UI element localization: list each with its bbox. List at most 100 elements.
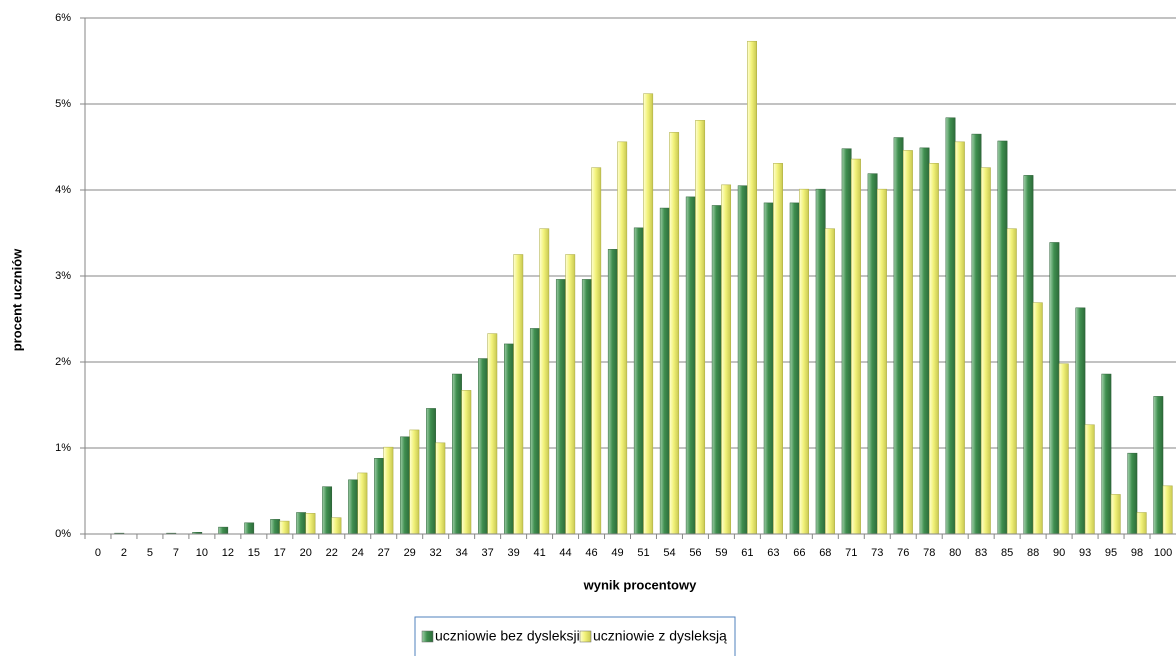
bar [607, 249, 618, 535]
bar [591, 167, 602, 535]
x-tick-label: 56 [689, 547, 701, 559]
bar [919, 147, 930, 535]
x-tick-label: 2 [121, 547, 127, 559]
x-tick-label: 46 [585, 547, 597, 559]
x-tick-label: 22 [326, 547, 338, 559]
x-tick-label: 32 [430, 547, 442, 559]
x-tick-label: 76 [897, 547, 909, 559]
bar [581, 279, 592, 535]
x-tick-label: 73 [871, 547, 883, 559]
bar [1162, 485, 1173, 535]
x-tick-label: 61 [741, 547, 753, 559]
x-tick-label: 27 [378, 547, 390, 559]
bar [877, 188, 887, 535]
x-tick-label: 88 [1027, 547, 1039, 559]
x-tick-label: 68 [819, 547, 831, 559]
bar [711, 205, 722, 535]
bar [435, 442, 446, 535]
bar [695, 120, 706, 535]
bar [1032, 302, 1043, 535]
bar [504, 343, 514, 535]
y-tick-label: 5% [55, 98, 71, 110]
bar [1006, 228, 1017, 535]
y-tick-label: 0% [55, 528, 71, 540]
bar [841, 148, 852, 535]
bar [452, 373, 462, 535]
bar [400, 436, 410, 535]
bar [1127, 452, 1138, 535]
bar [322, 486, 333, 535]
y-tick-label: 4% [55, 184, 71, 196]
x-axis-title: wynik procentowy [583, 577, 697, 592]
bar [1049, 242, 1060, 535]
bar [928, 163, 939, 535]
bar [867, 173, 878, 535]
bar [1136, 512, 1147, 535]
bar [478, 358, 488, 535]
legend-swatch [579, 630, 592, 643]
x-tick-label: 80 [949, 547, 961, 559]
bar [218, 526, 229, 535]
x-tick-label: 12 [222, 547, 234, 559]
x-tick-label: 83 [975, 547, 987, 559]
x-tick-label: 34 [456, 547, 468, 559]
x-tick-label: 95 [1105, 547, 1117, 559]
bar [565, 254, 576, 535]
bar [815, 188, 826, 535]
x-tick-label: 98 [1131, 547, 1143, 559]
bar [1153, 396, 1164, 535]
bar [244, 522, 255, 535]
bar [461, 390, 472, 535]
bar [1023, 175, 1034, 535]
legend-box [414, 616, 736, 656]
bar [763, 202, 774, 535]
bar [296, 512, 307, 535]
bar [539, 228, 550, 535]
bar [279, 520, 290, 535]
x-tick-label: 51 [637, 547, 649, 559]
bar [997, 140, 1008, 535]
bar [617, 141, 628, 535]
bar [789, 202, 800, 535]
x-tick-label: 63 [767, 547, 779, 559]
y-tick-label: 2% [55, 356, 71, 368]
bar [487, 333, 498, 535]
bar [555, 279, 566, 535]
bar [305, 513, 316, 535]
bar [331, 517, 342, 535]
x-tick-label: 100 [1154, 547, 1172, 559]
bar [270, 519, 281, 535]
bar [1101, 373, 1112, 535]
legend-label: uczniowie z dysleksją [593, 628, 727, 644]
x-tick-label: 5 [147, 547, 153, 559]
bar [954, 141, 965, 535]
bar [348, 479, 358, 535]
bar [903, 150, 913, 535]
x-tick-label: 20 [300, 547, 312, 559]
x-tick-label: 15 [248, 547, 260, 559]
x-tick-label: 78 [923, 547, 935, 559]
bar [1084, 424, 1095, 535]
bar [659, 207, 670, 535]
bar [971, 133, 982, 535]
x-tick-label: 54 [663, 547, 675, 559]
x-tick-label: 10 [196, 547, 208, 559]
bar [374, 458, 384, 535]
bar [685, 196, 696, 535]
bar [980, 167, 991, 535]
x-tick-label: 41 [533, 547, 545, 559]
bar [383, 446, 394, 535]
bar [773, 163, 783, 535]
legend-swatch [421, 630, 434, 643]
y-axis-title: procent uczniów [9, 248, 24, 351]
x-tick-label: 85 [1001, 547, 1013, 559]
bar [633, 227, 644, 535]
x-tick-label: 17 [274, 547, 286, 559]
bar [643, 93, 654, 535]
bar [357, 472, 368, 535]
bar [1110, 494, 1121, 535]
x-tick-label: 49 [611, 547, 623, 559]
x-tick-label: 44 [559, 547, 571, 559]
x-tick-label: 29 [404, 547, 416, 559]
